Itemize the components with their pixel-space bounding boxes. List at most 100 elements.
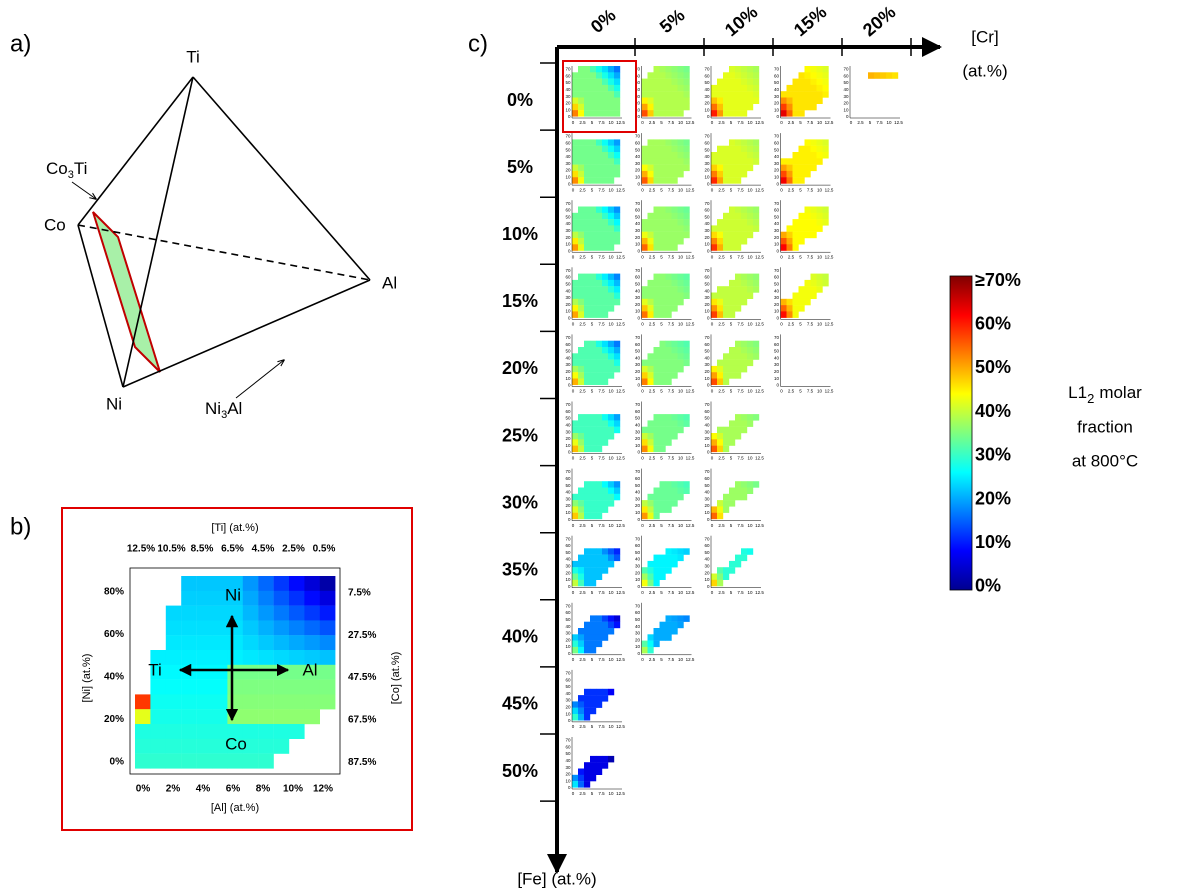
mini-cell bbox=[677, 414, 684, 421]
mini-cell bbox=[665, 170, 672, 178]
mini-cell bbox=[653, 560, 660, 568]
mini-cell bbox=[584, 481, 591, 488]
mini-cell bbox=[741, 206, 748, 213]
mini-tick-label: 0 bbox=[641, 389, 644, 394]
mini-tick-label: 30 bbox=[774, 295, 780, 300]
mini-tick-label: 40 bbox=[704, 422, 710, 427]
mini-tick-label: 5 bbox=[591, 590, 594, 595]
tick-label: 2.5% bbox=[282, 544, 305, 555]
mini-tick-label: 0 bbox=[780, 120, 783, 125]
mini-tick-label: 10 bbox=[608, 791, 614, 796]
mini-cell bbox=[729, 66, 736, 73]
mini-cell bbox=[810, 286, 817, 293]
mini-cell bbox=[880, 72, 887, 79]
mini-tick-label: 2.5 bbox=[788, 254, 795, 259]
mini-cell bbox=[608, 433, 615, 440]
mini-tick-label: 12.5 bbox=[686, 657, 695, 662]
mini-cell bbox=[596, 347, 603, 354]
mini-cell bbox=[711, 152, 718, 159]
heat-cell bbox=[135, 709, 151, 725]
mini-cell bbox=[641, 365, 648, 373]
mini-cell bbox=[608, 493, 615, 501]
mini-tick-label: 40 bbox=[635, 154, 641, 159]
colorbar-tick-label: 40% bbox=[975, 401, 1011, 421]
mini-cell bbox=[653, 628, 660, 635]
mini-cell bbox=[659, 152, 666, 159]
mini-cell bbox=[735, 158, 742, 165]
mini-cell bbox=[572, 560, 579, 568]
mini-cell bbox=[741, 292, 748, 299]
mini-cell bbox=[683, 359, 690, 367]
mini-tick-label: 0 bbox=[707, 383, 710, 388]
mini-cell bbox=[659, 493, 666, 501]
colorbar-tick-label: 30% bbox=[975, 445, 1011, 465]
mini-cell bbox=[602, 615, 609, 622]
mini-cell bbox=[578, 500, 585, 507]
mini-cell bbox=[590, 110, 597, 117]
mini-cell bbox=[608, 206, 615, 213]
mini-cell bbox=[798, 72, 805, 79]
plot-frame bbox=[129, 567, 341, 775]
mini-cell bbox=[578, 139, 585, 146]
mini-tick-label: 7.5 bbox=[598, 120, 605, 125]
mini-cell bbox=[786, 244, 793, 251]
mini-tick-label: 5 bbox=[730, 254, 733, 259]
mini-cell bbox=[596, 433, 603, 440]
mini-cell bbox=[723, 238, 730, 245]
mini-cell bbox=[608, 91, 615, 98]
mini-cell bbox=[729, 158, 736, 165]
mini-cell bbox=[792, 225, 799, 232]
mini-tick-label: 40 bbox=[774, 221, 780, 226]
mini-cell bbox=[584, 628, 591, 635]
mini-cell bbox=[741, 365, 748, 373]
mini-cell bbox=[729, 311, 736, 318]
mini-cell bbox=[614, 273, 621, 281]
mini-cell bbox=[665, 500, 672, 507]
mini-tick-label: 30 bbox=[635, 161, 641, 166]
mini-tick-label: 10 bbox=[678, 657, 684, 662]
mini-cell bbox=[578, 279, 585, 287]
mini-tick-label: 70 bbox=[565, 670, 571, 675]
heat-cell bbox=[212, 590, 228, 606]
heat-cell bbox=[181, 576, 197, 591]
mini-cell bbox=[683, 279, 690, 287]
colorbar-tick-label: 60% bbox=[975, 313, 1011, 333]
mini-tick-label: 2.5 bbox=[788, 321, 795, 326]
mini-cell bbox=[608, 103, 615, 111]
mini-cell bbox=[614, 481, 621, 488]
mini-cell bbox=[653, 286, 660, 293]
mini-cell bbox=[614, 219, 621, 226]
mini-cell bbox=[816, 212, 823, 220]
mini-cell bbox=[608, 231, 615, 239]
heat-cell bbox=[165, 724, 182, 739]
mini-cell bbox=[723, 311, 730, 318]
mini-cell bbox=[596, 701, 603, 708]
mini-cell bbox=[596, 206, 603, 213]
mini-cell bbox=[653, 66, 660, 73]
mini-cell bbox=[590, 139, 597, 146]
mini-cell bbox=[741, 225, 748, 232]
mini-tick-label: 50 bbox=[774, 80, 780, 85]
mini-cell bbox=[572, 286, 579, 293]
mini-cell bbox=[590, 305, 597, 312]
mini-cell bbox=[741, 279, 748, 287]
mini-cell bbox=[665, 567, 672, 574]
mini-cell bbox=[747, 164, 754, 172]
mini-cell bbox=[729, 560, 736, 568]
mini-cell bbox=[647, 212, 654, 220]
mini-tick-label: 10 bbox=[678, 389, 684, 394]
heat-cell bbox=[212, 709, 228, 725]
mini-cell bbox=[735, 164, 742, 172]
mini-tick-label: 60 bbox=[704, 140, 710, 145]
mini-tick-label: 0 bbox=[711, 187, 714, 192]
mini-tick-label: 7.5 bbox=[598, 657, 605, 662]
mini-cell bbox=[729, 439, 736, 446]
mini-cell bbox=[786, 158, 793, 165]
mini-cell bbox=[753, 66, 760, 73]
mini-cell bbox=[578, 774, 585, 782]
mini-cell bbox=[641, 640, 648, 648]
mini-cell bbox=[683, 78, 690, 86]
mini-cell bbox=[659, 238, 666, 245]
mini-cell bbox=[753, 273, 760, 281]
